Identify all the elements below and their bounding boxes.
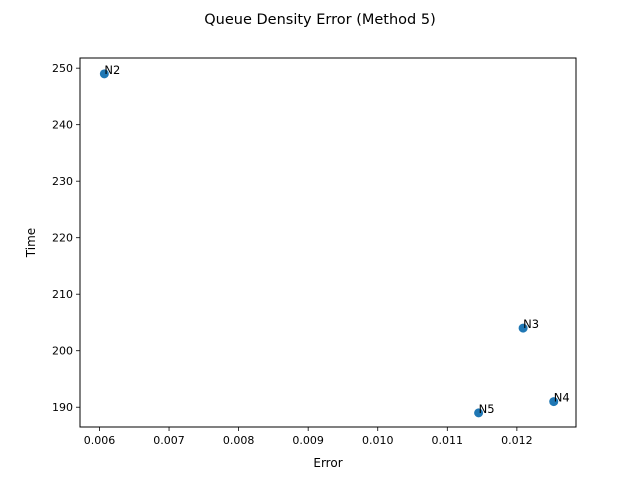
y-tick-label: 190 (52, 401, 73, 414)
data-points: N2 N3 N4 N5 (99, 63, 570, 418)
y-axis-ticks: 190 200 210 220 230 240 250 (52, 62, 80, 414)
x-tick-label: 0.011 (432, 434, 464, 447)
data-point-n3 (518, 323, 528, 333)
data-point-n4 (549, 397, 559, 407)
data-label-n3: N3 (523, 317, 539, 331)
plot-area (79, 57, 577, 428)
x-tick-label: 0.008 (223, 434, 255, 447)
data-point-n5 (474, 408, 484, 418)
y-tick-label: 230 (52, 175, 73, 188)
y-tick-label: 240 (52, 119, 73, 132)
data-point-n2 (99, 69, 109, 79)
y-tick-label: 200 (52, 345, 73, 358)
data-label-n4: N4 (554, 391, 570, 405)
y-tick-label: 250 (52, 62, 73, 75)
data-label-n2: N2 (104, 63, 120, 77)
y-tick-label: 220 (52, 232, 73, 245)
x-tick-label: 0.012 (501, 434, 533, 447)
chart-title: Queue Density Error (Method 5) (204, 12, 435, 28)
x-tick-label: 0.007 (153, 434, 185, 447)
x-tick-label: 0.009 (292, 434, 324, 447)
x-tick-label: 0.010 (362, 434, 394, 447)
x-axis-ticks: 0.006 0.007 0.008 0.009 0.010 0.011 0.012 (84, 427, 533, 447)
data-label-n5: N5 (479, 402, 495, 416)
y-tick-label: 210 (52, 288, 73, 301)
x-tick-label: 0.006 (84, 434, 116, 447)
x-axis-label: Error (313, 456, 342, 470)
y-axis-label: Time (24, 228, 38, 258)
